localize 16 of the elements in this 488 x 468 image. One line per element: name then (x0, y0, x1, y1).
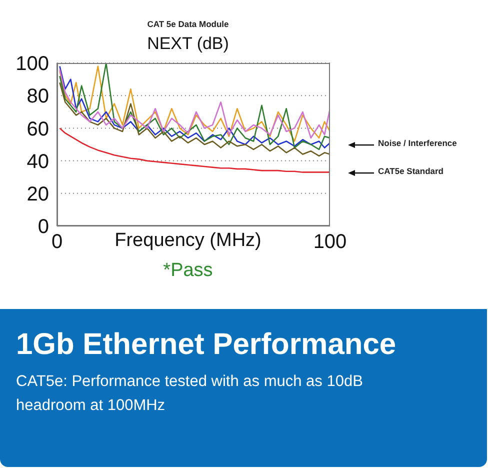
text: CAT5e Standard (378, 166, 444, 176)
y-tick-label: 100 (16, 53, 49, 76)
text: *Pass (162, 260, 214, 282)
text: 1Gb Ethernet Performance (16, 328, 396, 362)
y-tick-label: 0 (38, 216, 49, 238)
text: Noise / Interference (378, 138, 457, 148)
x-axis-title: Frequency (MHz) (114, 230, 262, 252)
chart-title: NEXT (dB) (146, 34, 230, 54)
line-series (59, 128, 330, 173)
line-series (59, 82, 330, 157)
y-tick-label: 20 (26, 184, 49, 206)
chart-subtitle: CAT 5e Data Module (146, 19, 230, 29)
y-tick-label: 60 (26, 118, 49, 140)
text: CAT5e: Performance tested with as much as 10dB headroom at 100MHz (16, 372, 364, 416)
y-tick-label: 40 (26, 150, 49, 173)
y-tick-label: 80 (26, 86, 49, 108)
